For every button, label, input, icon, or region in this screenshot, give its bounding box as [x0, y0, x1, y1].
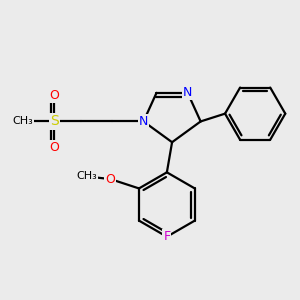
Text: F: F: [163, 230, 170, 243]
Text: N: N: [183, 86, 192, 99]
Text: CH₃: CH₃: [77, 172, 98, 182]
Text: O: O: [49, 141, 59, 154]
Text: O: O: [49, 89, 59, 102]
Text: S: S: [50, 114, 58, 128]
Text: CH₃: CH₃: [13, 116, 33, 126]
Text: O: O: [106, 172, 116, 186]
Text: N: N: [139, 115, 148, 128]
